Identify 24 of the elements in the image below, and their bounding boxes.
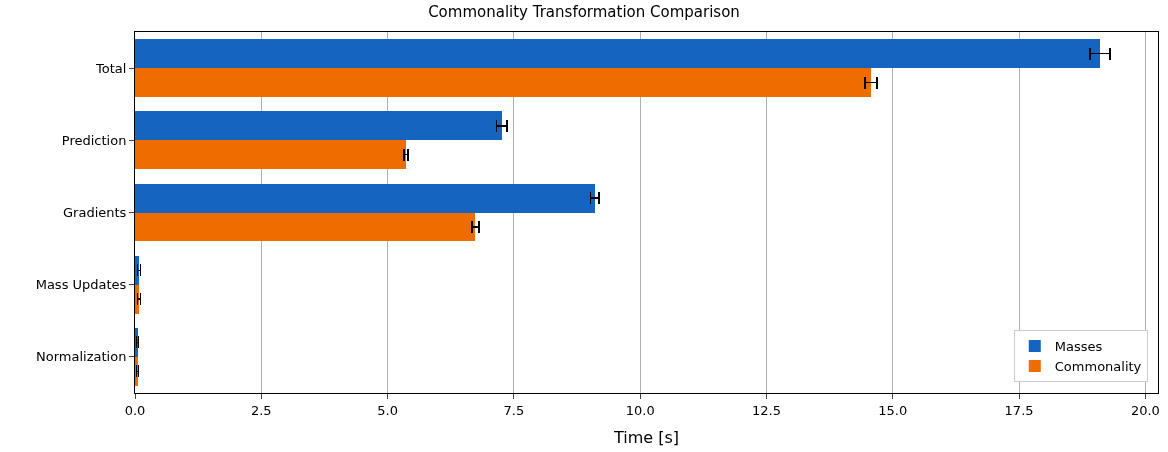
y-tick-label: Mass Updates <box>35 277 127 293</box>
x-axis-title: Time [s] <box>612 428 680 448</box>
y-tick-label: Total <box>95 60 127 76</box>
x-tick-label: 10.0 <box>625 402 655 418</box>
x-tick-label: 5.0 <box>377 402 398 418</box>
legend-label: Commonality <box>1054 359 1142 375</box>
x-tick-label: 17.5 <box>1004 402 1034 418</box>
x-tick-label: 20.0 <box>1130 402 1160 418</box>
y-tick-label: Gradients <box>63 205 127 221</box>
bar <box>135 184 595 213</box>
bar <box>135 213 475 241</box>
x-tick-label: 15.0 <box>878 402 908 418</box>
bar <box>135 111 502 140</box>
y-tick-label: Prediction <box>61 132 127 148</box>
x-tick-label: 7.5 <box>503 402 525 418</box>
chart-title: Commonality Transformation Comparison <box>428 3 740 22</box>
x-tick-label: 12.5 <box>752 402 781 418</box>
legend-label: Masses <box>1054 339 1103 355</box>
y-tick-label: Normalization <box>36 349 127 365</box>
bar <box>135 68 871 97</box>
bar <box>135 39 1100 68</box>
bar <box>135 140 406 169</box>
x-tick-label: 0.0 <box>124 402 146 418</box>
x-tick-label: 2.5 <box>250 402 272 418</box>
